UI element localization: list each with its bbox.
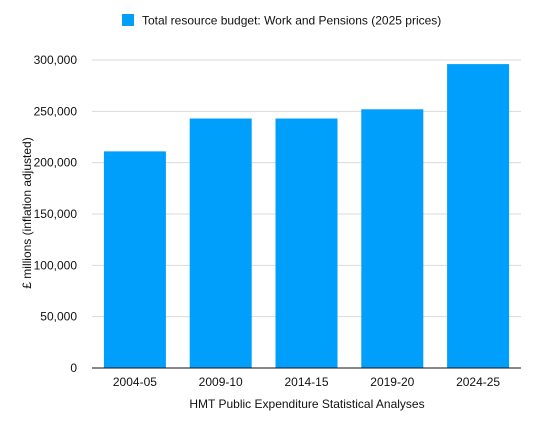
y-tick-label: 150,000 [34, 207, 78, 221]
legend-swatch [122, 14, 134, 26]
legend: Total resource budget: Work and Pensions… [122, 14, 441, 28]
y-tick-label: 250,000 [34, 104, 78, 118]
y-axis-title: £ millions (inflation adjusted) [20, 137, 34, 288]
bar-2014-15 [275, 118, 338, 369]
x-tick-label: 2004-05 [113, 375, 157, 389]
x-axis-tick-labels: 2004-05 2009-10 2014-15 2019-20 2024-25 [113, 375, 501, 389]
x-tick-label: 2014-15 [284, 375, 328, 389]
y-tick-label: 0 [70, 361, 77, 375]
x-tick-label: 2019-20 [370, 375, 414, 389]
x-tick-label: 2009-10 [199, 375, 243, 389]
bar-2009-10 [189, 118, 252, 369]
y-axis-tick-labels: 0 50,000 100,000 150,000 200,000 250,000 300,0… [34, 53, 78, 375]
x-axis-title: HMT Public Expenditure Statistical Analy… [189, 397, 424, 411]
y-tick-label: 100,000 [34, 258, 78, 272]
x-tick-label: 2024-25 [456, 375, 500, 389]
bar-2019-20 [361, 109, 424, 368]
y-tick-label: 300,000 [34, 53, 78, 67]
y-tick-label: 200,000 [34, 156, 78, 170]
bar-2004-05 [103, 151, 166, 368]
bars [103, 64, 510, 369]
bar-2024-25 [447, 64, 510, 369]
y-tick-label: 50,000 [40, 310, 77, 324]
legend-label: Total resource budget: Work and Pensions… [142, 14, 441, 28]
